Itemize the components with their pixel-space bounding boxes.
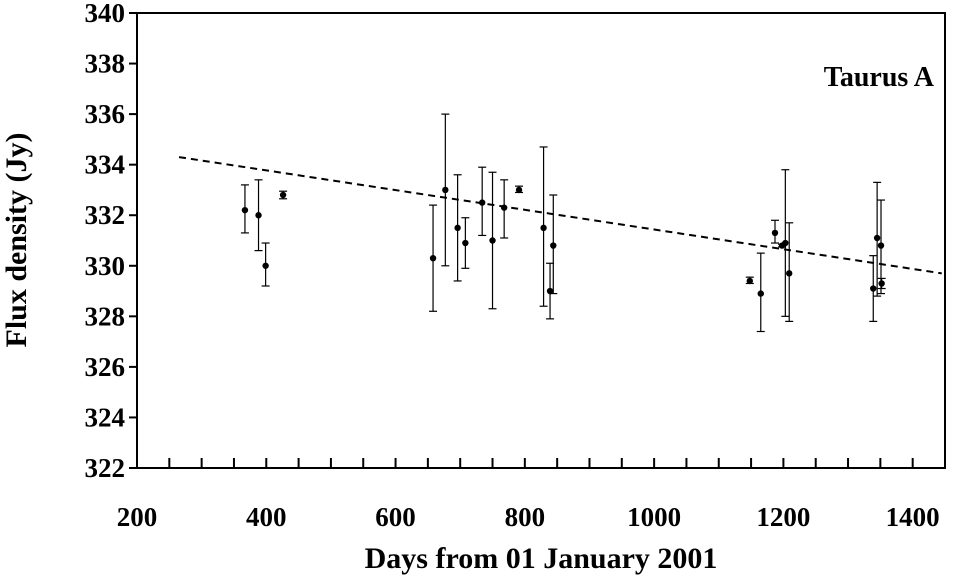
data-point (478, 166, 487, 237)
data-point (261, 242, 270, 287)
point-marker (489, 237, 496, 244)
data-point (869, 255, 878, 322)
point-marker (782, 239, 789, 247)
x-tick-label: 1000 (627, 502, 681, 532)
y-tick-label: 322 (85, 453, 126, 483)
data-point (873, 181, 882, 297)
y-tick-label: 330 (85, 251, 126, 281)
y-tick-label: 332 (85, 200, 126, 230)
x-axis-title: Days from 01 January 2001 (365, 542, 718, 575)
point-marker (279, 191, 287, 199)
point-marker (515, 186, 523, 194)
y-tick-label: 336 (85, 99, 126, 129)
tick-labels: 322 324 326 328 330 332 334 336 338 340 200 400 600 8… (85, 0, 940, 532)
point-marker (786, 270, 793, 277)
y-tick-label: 326 (85, 352, 126, 382)
data-point (279, 190, 288, 200)
data-point (500, 179, 509, 239)
data-point (745, 276, 754, 285)
y-tick-label: 338 (85, 49, 126, 79)
point-marker (454, 224, 461, 232)
point-marker (878, 280, 885, 287)
data-point (539, 146, 548, 307)
point-marker (255, 212, 262, 219)
data-point (515, 185, 524, 194)
point-marker (771, 229, 779, 237)
x-tick-label: 800 (505, 502, 546, 532)
x-tick-label: 1400 (886, 502, 940, 532)
point-marker (429, 254, 437, 262)
data-point (488, 171, 497, 310)
data-point (429, 204, 438, 312)
y-tick-label: 324 (85, 402, 126, 432)
chart-annotation: Taurus A (824, 62, 935, 93)
point-marker (262, 262, 269, 269)
y-tick-label: 328 (85, 301, 126, 331)
data-point (781, 169, 790, 317)
y-tick-label: 340 (85, 0, 126, 28)
point-marker (442, 186, 449, 194)
point-marker (550, 242, 557, 249)
point-marker (241, 206, 249, 214)
trend-line (178, 156, 942, 275)
data-point (441, 113, 450, 267)
data-point (785, 222, 794, 322)
data-point (546, 262, 555, 320)
point-marker (546, 287, 554, 295)
x-tick-label: 1200 (756, 502, 810, 532)
point-marker (873, 234, 881, 242)
plot-frame (136, 12, 946, 469)
data-point (461, 217, 470, 269)
data-point (877, 199, 886, 295)
data-point (240, 184, 249, 234)
x-tick-label: 400 (246, 502, 287, 532)
point-marker (478, 199, 486, 206)
data-point (770, 219, 779, 244)
data-point (877, 277, 886, 290)
axis-ticks (129, 12, 914, 469)
data-point (549, 194, 558, 295)
point-marker (877, 242, 885, 249)
y-tick-label: 334 (85, 150, 126, 180)
x-tick-label: 600 (375, 502, 416, 532)
data-point (756, 252, 765, 333)
point-marker (462, 239, 469, 247)
point-marker (870, 285, 877, 292)
data-point (254, 179, 263, 252)
point-marker (757, 290, 764, 297)
x-tick-label: 200 (117, 502, 158, 532)
data-points (240, 113, 886, 333)
data-point (453, 174, 462, 282)
y-axis-title: Flux density (Jy) (0, 132, 33, 347)
point-marker (500, 204, 508, 211)
point-marker (746, 277, 753, 285)
point-marker (540, 224, 547, 232)
